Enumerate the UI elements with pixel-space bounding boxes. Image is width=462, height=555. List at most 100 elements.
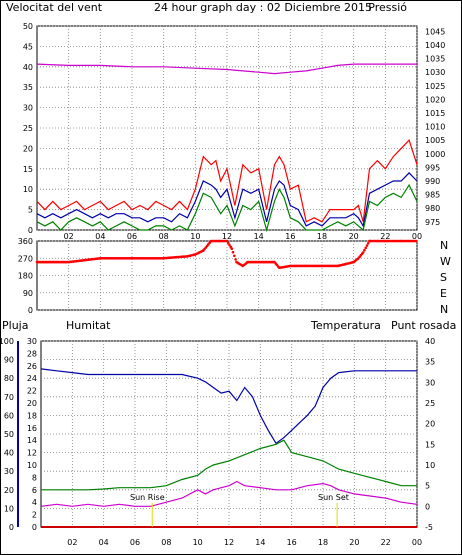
series-temperature <box>41 439 417 491</box>
direction-point <box>231 250 235 254</box>
temperature-y-tick-label: 35 <box>425 358 435 367</box>
humidity-x-tick-label: 16 <box>287 538 297 547</box>
wind-label: Velocitat del vent <box>6 1 103 14</box>
rain-y-tick-label: 18 <box>27 411 37 420</box>
pressure-y-tick-label: 1040 <box>425 41 445 50</box>
humidity-y-tick-label: 50 <box>4 430 14 439</box>
rain-y-tick-label: 8 <box>32 473 37 482</box>
series-dewpoint <box>40 480 418 507</box>
humidity-y-tick-label: 80 <box>4 374 14 383</box>
rain-y-tick-label: 30 <box>27 337 37 346</box>
humidity-x-tick-label: 12 <box>224 538 234 547</box>
pressure-y-tick-label: 1000 <box>425 150 445 159</box>
wind-x-tick-label: 00 <box>412 232 422 241</box>
rain-y-tick-label: 22 <box>27 387 37 396</box>
wind-y-tick-label: 20 <box>23 144 33 153</box>
wind-y-tick-label: 10 <box>23 185 33 194</box>
compass-label-e: E <box>440 287 447 300</box>
humidity-y-tick-label: 0 <box>9 523 14 532</box>
humidity-y-tick-label: 70 <box>4 393 14 402</box>
temperature-label: Temperatura <box>310 319 381 332</box>
wind-pressure-grid <box>37 25 418 231</box>
wind-direction-grid <box>37 240 418 311</box>
direction-y-tick-label: 270 <box>18 254 33 263</box>
rain-y-tick-label: 6 <box>32 486 37 495</box>
pressure-y-tick-label: 1025 <box>425 82 445 91</box>
temperature-y-tick-label: 30 <box>425 378 435 387</box>
direction-point <box>365 244 369 247</box>
direction-y-tick-label: 180 <box>18 272 33 281</box>
wind-direction-panel: 0 90 180 270 360 <box>18 237 418 315</box>
wind-y-tick-label: 35 <box>23 83 33 92</box>
wind-x-tick-label: 06 <box>127 232 137 241</box>
pressure-y-tick-label: 1015 <box>425 109 445 118</box>
rain-label: Pluja <box>2 319 28 332</box>
humidity-y-tick-label: 30 <box>4 467 14 476</box>
direction-point <box>363 248 366 252</box>
temperature-y-tick-label: 0 <box>425 502 430 511</box>
pressure-y-tick-label: 1020 <box>425 95 445 104</box>
direction-point <box>361 251 365 254</box>
wind-x-tick-label: 22 <box>380 232 390 241</box>
wind-x-tick-label: 10 <box>190 232 200 241</box>
wind-y-tick-label: 15 <box>23 165 33 174</box>
humidity-x-tick-label: 08 <box>161 538 171 547</box>
rain-y-tick-label: 10 <box>27 461 37 470</box>
rain-y-tick-label: 20 <box>27 399 37 408</box>
pressure-y-tick-label: 995 <box>425 163 440 172</box>
rain-y-tick-label: 14 <box>27 436 37 445</box>
wind-x-tick-label: 16 <box>285 232 295 241</box>
humidity-x-tick-label: 14 <box>255 538 265 547</box>
pressure-y-tick-label: 1005 <box>425 136 445 145</box>
wind-y-tick-label: 0 <box>28 226 33 235</box>
humidity-y-tick-label: 100 <box>0 337 14 346</box>
temperature-y-tick-label: 20 <box>425 420 435 429</box>
pressure-y-tick-label: 1030 <box>425 68 445 77</box>
sunset-label: Sun Set <box>318 493 349 502</box>
humidity-x-tick-label: 00 <box>412 538 422 547</box>
wind-y-tick-label: 40 <box>23 63 33 72</box>
temperature-y-tick-label: 5 <box>425 482 430 491</box>
wind-y-tick-label: 5 <box>28 206 33 215</box>
pressure-y-tick-label: 1045 <box>425 27 445 36</box>
sun-markers <box>151 503 338 527</box>
pressure-label: Pressió <box>368 1 407 14</box>
series-wind_min <box>36 183 418 233</box>
pressure-y-tick-label: 980 <box>425 204 440 213</box>
wind-x-tick-label: 20 <box>349 232 359 241</box>
direction-point <box>228 243 231 247</box>
rain-y-tick-label: 16 <box>27 424 37 433</box>
wind-direction-series <box>35 239 418 270</box>
temperature-ticks: -5 0 5 10 15 20 25 30 35 40 <box>425 337 435 532</box>
rain-y-tick-label: 2 <box>32 511 37 520</box>
direction-point <box>227 241 230 245</box>
rain-y-tick-label: 12 <box>27 449 37 458</box>
dewpoint-label: Punt rosada <box>391 319 456 332</box>
humidity-temperature-grid <box>41 340 418 528</box>
wind-x-tick-label: 08 <box>159 232 169 241</box>
compass-label-n-bottom: N <box>440 303 448 316</box>
humidity-x-tick-label: 02 <box>67 538 77 547</box>
pressure-y-tick-label: 1035 <box>425 55 445 64</box>
humidity-x-tick-label: 20 <box>349 538 359 547</box>
direction-ticks: 0 90 180 270 360 <box>18 237 33 315</box>
rain-y-tick-label: 24 <box>27 374 37 383</box>
chart-title: 24 hour graph day : 02 Diciembre 2015 <box>154 1 372 14</box>
temperature-y-tick-label: 15 <box>425 440 435 449</box>
humidity-x-tick-label: 10 <box>193 538 203 547</box>
humidity-label: Humitat <box>66 319 111 332</box>
humidity-y-tick-label: 40 <box>4 449 14 458</box>
rain-y-tick-label: 26 <box>27 362 37 371</box>
series-humidity <box>40 368 417 445</box>
humidity-x-tick-label: 18 <box>318 538 328 547</box>
direction-y-tick-label: 90 <box>23 289 33 298</box>
wind-y-tick-label: 25 <box>23 124 33 133</box>
wind-x-tick-label: 18 <box>317 232 327 241</box>
humidity-y-tick-label: 20 <box>4 486 14 495</box>
temperature-y-tick-label: -5 <box>425 523 433 532</box>
direction-point <box>230 247 234 250</box>
direction-y-tick-label: 0 <box>28 306 33 315</box>
